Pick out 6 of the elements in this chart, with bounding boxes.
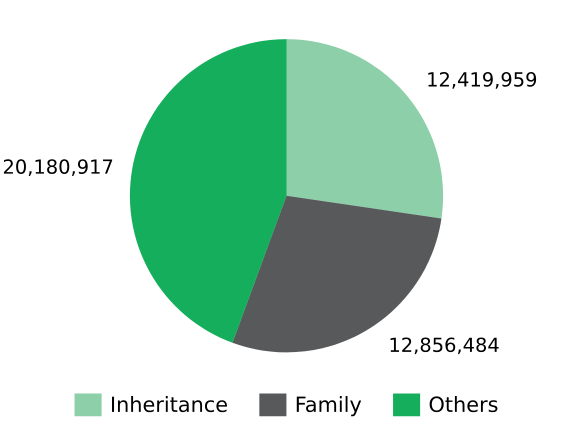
data-label: 12,856,484 [390,337,499,354]
legend-label: Family [296,396,362,416]
data-label: 12,419,959 [428,72,536,89]
legend-label: Others [430,396,498,412]
data-label: 20,180,917 [4,159,112,176]
legend-label: Inheritance [112,396,227,412]
